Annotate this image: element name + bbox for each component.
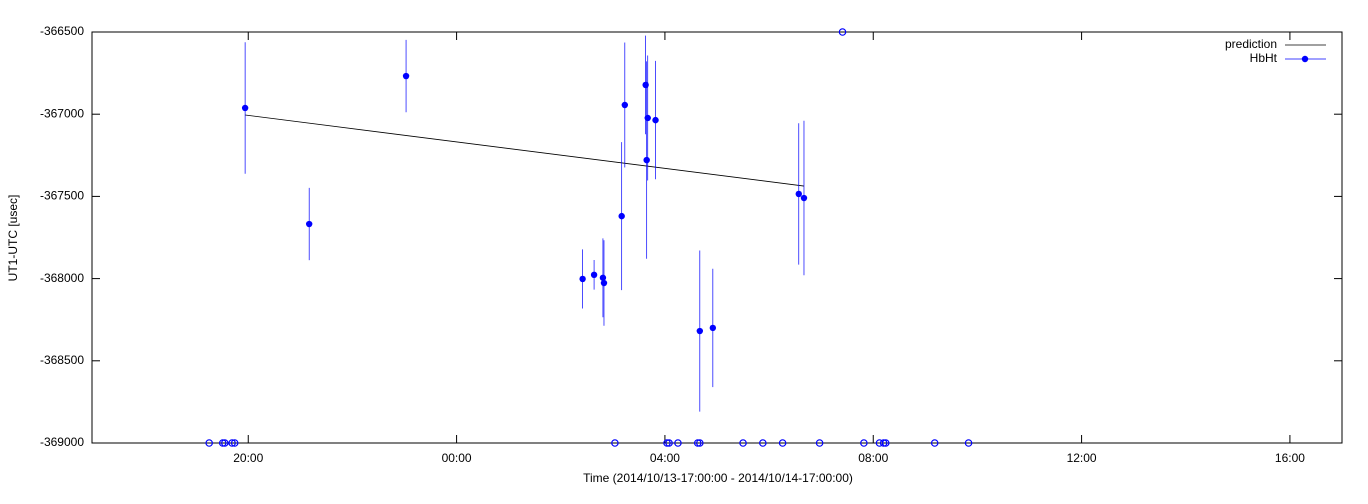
x-tick-label: 00:00 [442, 451, 472, 465]
data-point [800, 194, 808, 202]
data-point [241, 104, 249, 112]
data-point [600, 279, 608, 287]
clipped-point [696, 439, 704, 447]
clipped-point [879, 439, 888, 447]
x-tick-label: 08:00 [858, 451, 888, 465]
y-tick-label: -368500 [40, 353, 84, 367]
clipped-point [739, 439, 747, 447]
clipped-point [228, 439, 236, 447]
x-tick-label: 04:00 [650, 451, 680, 465]
data-point [696, 327, 704, 335]
data-point [599, 274, 607, 281]
x-tick-label: 16:00 [1275, 451, 1305, 465]
clipped-point [881, 439, 890, 447]
data-point [305, 220, 313, 228]
legend-label: HbHt [1250, 51, 1278, 65]
data-point [621, 101, 629, 109]
data-point [643, 156, 650, 164]
clipped-point [218, 439, 227, 447]
legend-swatch [1301, 55, 1309, 63]
clipped-point [663, 439, 671, 447]
clipped-point [860, 439, 868, 447]
plot-frame [91, 31, 1343, 444]
clipped-point [221, 439, 229, 447]
clipped-point [230, 439, 239, 447]
data-point [402, 72, 410, 80]
y-tick-label: -368000 [40, 271, 84, 285]
clipped-point [930, 439, 939, 447]
y-tick-label: -366500 [40, 24, 84, 38]
clipped-point [665, 439, 673, 447]
clipped-point [674, 439, 682, 447]
data-point [644, 114, 651, 122]
clipped-point [778, 439, 787, 447]
clipped-point [815, 439, 824, 447]
data-point [642, 81, 649, 89]
data-point [579, 275, 586, 283]
x-tick-label: 12:00 [1067, 451, 1097, 465]
y-axis-label: UT1-UTC [usec] [6, 195, 20, 282]
y-tick-label: -369000 [40, 435, 84, 449]
x-tick-label: 20:00 [233, 451, 263, 465]
prediction-line [245, 114, 805, 187]
y-tick-label: -367000 [40, 106, 84, 120]
data-point [709, 324, 717, 332]
data-point [618, 212, 625, 220]
legend-label: prediction [1225, 37, 1277, 51]
clipped-point [838, 28, 847, 36]
y-tick-label: -367500 [40, 189, 84, 203]
x-axis-label: Time (2014/10/13-17:00:00 - 2014/10/14-1… [583, 471, 853, 485]
data-point [795, 190, 802, 198]
clipped-point [611, 439, 619, 447]
data-point [590, 271, 598, 279]
data-point [652, 116, 659, 124]
clipped-point [693, 439, 702, 447]
clipped-point [964, 439, 973, 447]
clipped-point [205, 439, 213, 447]
clipped-point [759, 439, 767, 447]
